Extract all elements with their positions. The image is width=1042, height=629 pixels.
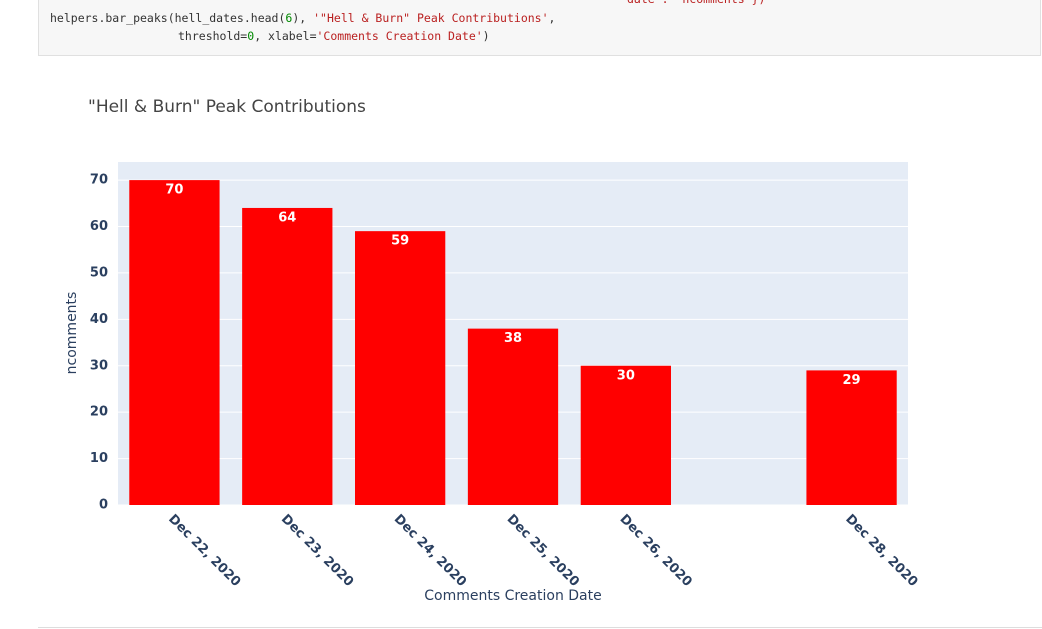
code-token: 0 [247, 29, 255, 43]
bar [242, 207, 333, 505]
y-tick-label: 10 [90, 451, 108, 466]
divider [38, 627, 1042, 628]
code-token: ), [292, 11, 314, 25]
x-tick-label: Dec 26, 2020 [617, 512, 695, 590]
y-tick-label: 40 [90, 312, 108, 327]
y-tick-label: 60 [90, 219, 108, 234]
code-token: 'Comments Creation Date' [316, 29, 483, 43]
data-label: 64 [278, 210, 296, 225]
chart-title: "Hell & Burn" Peak Contributions [88, 97, 366, 117]
data-label: 70 [165, 183, 183, 198]
x-tick-label: Dec 23, 2020 [278, 512, 356, 590]
bar [129, 180, 220, 505]
code-token: , xlabel= [254, 29, 317, 43]
y-tick-label: 30 [90, 358, 108, 373]
code-line: helpers.bar_peaks(hell_dates.head(6), '"… [50, 11, 555, 25]
code-fragment: date': 'ncomments'}) [627, 0, 765, 6]
bar [467, 328, 559, 505]
data-label: 29 [843, 373, 861, 388]
code-token: '"Hell & Burn" Peak Contributions' [313, 11, 549, 25]
y-tick-label: 50 [90, 265, 108, 280]
x-tick-label: Dec 22, 2020 [165, 512, 243, 590]
code-token: threshold= [178, 29, 248, 43]
y-tick-label: 20 [90, 405, 108, 420]
data-label: 59 [391, 234, 409, 249]
data-label: 38 [504, 331, 522, 346]
y-tick-label: 0 [99, 498, 108, 513]
code-line: threshold=0, xlabel='Comments Creation D… [178, 29, 490, 43]
bar [806, 370, 897, 505]
code-token: ) [482, 29, 490, 43]
code-token: , [548, 11, 556, 25]
x-tick-label: Dec 28, 2020 [842, 512, 920, 590]
bar [580, 365, 671, 505]
x-tick-label: Dec 24, 2020 [391, 512, 469, 590]
x-tick-label: Dec 25, 2020 [504, 512, 582, 590]
code-cell[interactable]: date': 'ncomments'}) helpers.bar_peaks(h… [38, 0, 1041, 56]
y-axis-title: ncomments [64, 292, 80, 375]
x-axis-title: Comments Creation Date [424, 588, 601, 604]
code-token: helpers.bar_peaks(hell_dates.head( [50, 11, 286, 25]
code-token: 6 [285, 11, 293, 25]
y-tick-label: 70 [90, 173, 108, 188]
data-label: 30 [617, 368, 635, 383]
bar [355, 231, 446, 505]
